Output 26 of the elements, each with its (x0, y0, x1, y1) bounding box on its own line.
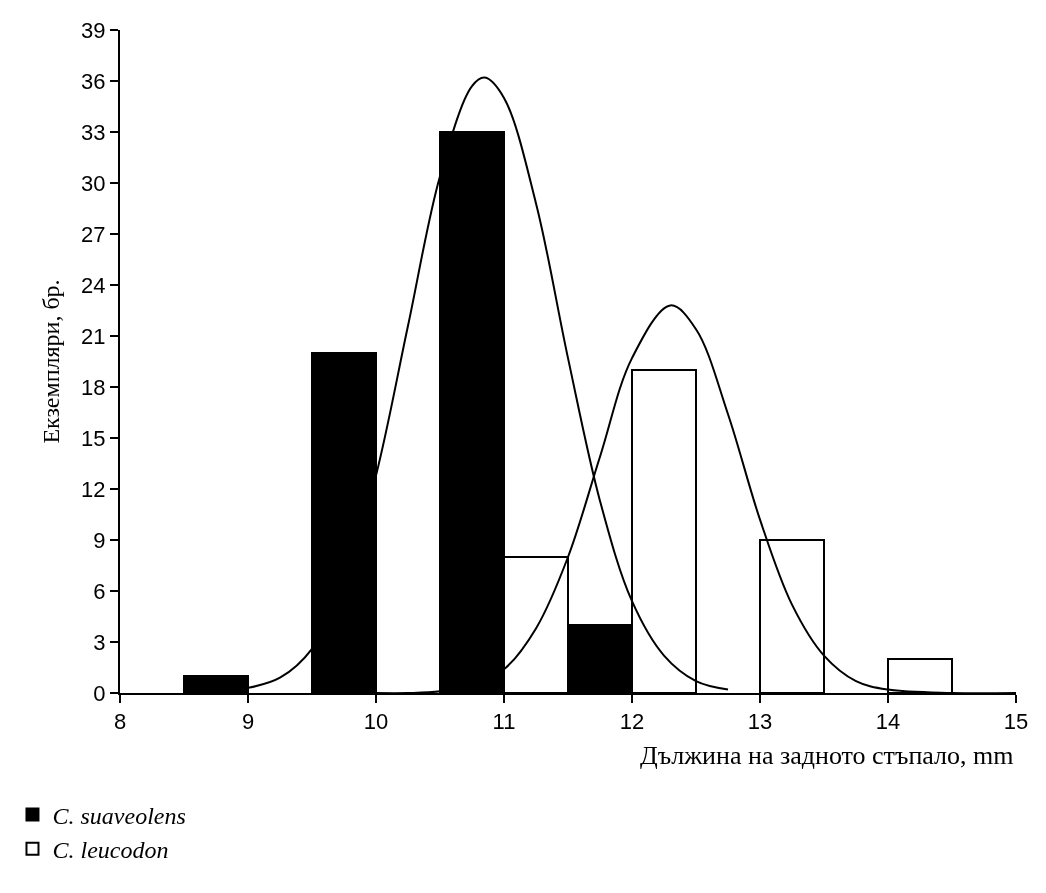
x-tick-label: 9 (241, 709, 255, 735)
y-tick-label: 24 (81, 272, 106, 298)
y-axis-title: Екземпляри, бр. (37, 279, 64, 444)
x-tick-label: 15 (1003, 709, 1029, 735)
y-tick-label: 18 (81, 374, 106, 400)
y-tick-label: 9 (93, 527, 106, 553)
x-tick-label: 11 (492, 709, 516, 735)
y-tick-label: 6 (93, 578, 106, 604)
y-tick-label: 0 (93, 680, 106, 706)
x-tick-label: 8 (113, 709, 127, 735)
y-tick-label: 3 (93, 629, 106, 655)
y-tick-label: 27 (81, 221, 106, 247)
y-tick-label: 33 (81, 119, 106, 145)
y-tick-label: 12 (81, 476, 106, 502)
legend-label: C. leucodon (52, 837, 169, 864)
x-tick-label: 12 (619, 709, 645, 735)
legend-label: C. suaveolens (52, 802, 186, 829)
y-tick-label: 21 (81, 323, 106, 349)
y-tick-label: 39 (81, 17, 106, 43)
x-axis-title: Дължина на задното стъпало, mm (640, 741, 1014, 770)
x-tick-label: 13 (747, 709, 773, 735)
x-tick-label: 14 (875, 709, 901, 735)
y-tick-label: 15 (81, 425, 106, 451)
y-tick-label: 30 (81, 170, 106, 196)
x-tick-label: 10 (363, 709, 389, 735)
y-tick-label: 36 (81, 68, 106, 94)
